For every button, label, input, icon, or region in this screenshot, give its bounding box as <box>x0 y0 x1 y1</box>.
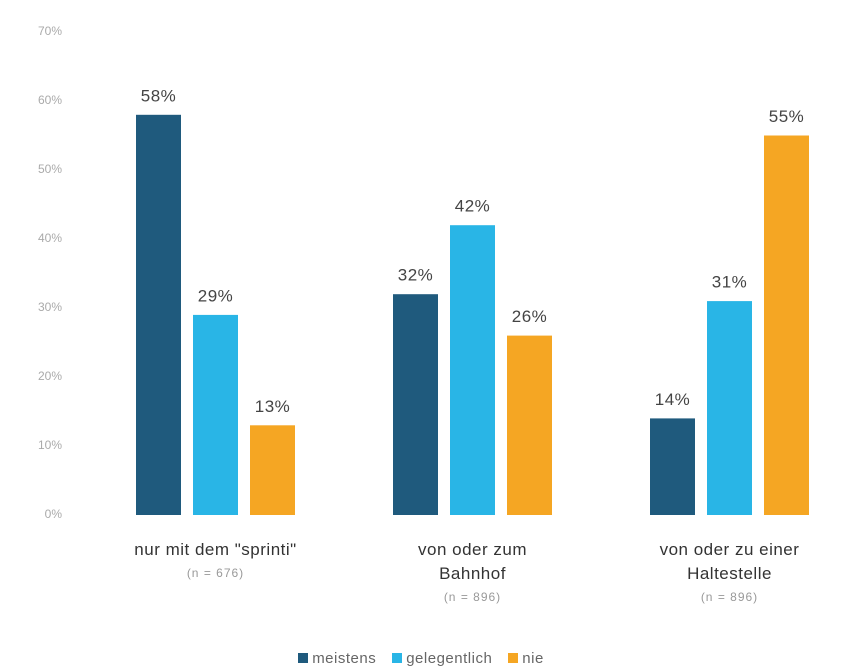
data-label: 31% <box>712 273 748 292</box>
data-label: 26% <box>512 307 548 326</box>
y-tick-label: 60% <box>38 93 62 107</box>
data-label: 32% <box>398 266 434 285</box>
legend-swatch <box>508 653 519 663</box>
category-label: von oder zum Bahnhof <box>418 540 527 583</box>
bar <box>136 114 181 516</box>
bar <box>250 425 295 515</box>
category-label: nur mit dem "sprinti" <box>134 540 297 559</box>
category-note: (n = 896) <box>700 590 759 604</box>
legend-swatch <box>392 653 403 663</box>
y-tick-label: 50% <box>38 162 62 176</box>
legend-label: nie <box>522 650 544 667</box>
data-label: 13% <box>255 397 291 416</box>
bar <box>393 294 438 515</box>
y-tick-label: 0% <box>45 507 63 521</box>
legend: meistens gelegentlich nie <box>0 650 842 667</box>
category-note: (n = 896) <box>443 590 502 604</box>
y-tick-label: 30% <box>38 300 62 314</box>
category-label: von oder zu einer Haltestelle <box>659 540 800 583</box>
data-label: 55% <box>769 107 805 126</box>
data-label: 42% <box>455 197 491 216</box>
x-tick-label: nur mit dem "sprinti" (n = 676) <box>86 538 346 584</box>
category-note: (n = 676) <box>186 566 245 580</box>
legend-item: nie <box>508 650 544 667</box>
bar <box>764 135 809 515</box>
data-label: 58% <box>141 86 177 105</box>
x-tick-label: von oder zu einer Haltestelle (n = 896) <box>650 538 810 608</box>
x-tick-label: von oder zum Bahnhof (n = 896) <box>393 538 553 608</box>
bar <box>707 301 752 515</box>
legend-item: meistens <box>298 650 376 667</box>
data-label: 29% <box>198 286 234 305</box>
bar <box>450 225 495 515</box>
y-tick-label: 40% <box>38 231 62 245</box>
legend-label: meistens <box>312 650 377 667</box>
data-label: 14% <box>655 390 691 409</box>
y-tick-label: 20% <box>38 369 62 383</box>
bar <box>193 314 238 515</box>
y-tick-label: 10% <box>38 438 62 452</box>
y-tick-label: 70% <box>38 24 62 38</box>
legend-item: gelegentlich <box>392 650 492 667</box>
bar <box>650 418 695 515</box>
legend-swatch <box>298 653 309 663</box>
bar <box>507 335 552 515</box>
legend-label: gelegentlich <box>406 650 493 667</box>
